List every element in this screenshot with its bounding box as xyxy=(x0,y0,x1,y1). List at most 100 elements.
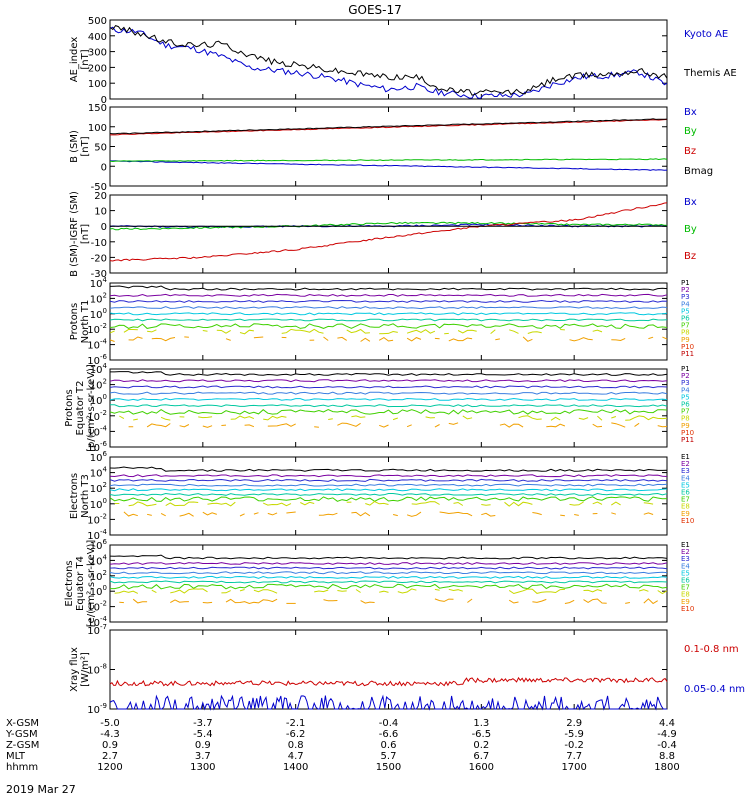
legend-e2: E2 xyxy=(681,460,690,468)
channel-e2 xyxy=(109,474,668,478)
channel-e9 xyxy=(532,598,547,603)
channel-p6 xyxy=(109,318,668,322)
channel-p8 xyxy=(597,415,603,421)
channel-e8 xyxy=(592,501,603,505)
legend-e2: E2 xyxy=(681,548,690,556)
y-tick-label: 104 xyxy=(90,276,108,290)
panel-frame xyxy=(109,19,668,100)
channel-p2 xyxy=(109,379,668,383)
channel-p8 xyxy=(509,329,519,334)
channel-p8 xyxy=(490,329,496,334)
channel-e8 xyxy=(397,588,417,594)
footer-value: 6.7 xyxy=(473,751,489,762)
channel-e9 xyxy=(123,511,138,517)
figure-title: GOES-17 xyxy=(348,3,402,17)
legend-p2: P2 xyxy=(681,372,690,380)
channel-p8 xyxy=(346,328,370,334)
legend-p4: P4 xyxy=(681,300,690,308)
channel-e9 xyxy=(202,601,213,604)
legend-e4: E4 xyxy=(681,562,690,570)
legend-e3: E3 xyxy=(681,467,690,475)
footer-label: Z-GSM xyxy=(6,740,39,751)
legend-e9: E9 xyxy=(681,510,690,518)
footer-value: -5.4 xyxy=(193,729,213,740)
channel-e4 xyxy=(109,483,668,487)
legend-e5: E5 xyxy=(681,481,690,489)
channel-e9 xyxy=(434,598,454,602)
channel-p8 xyxy=(133,418,138,421)
footer-value: -0.2 xyxy=(564,740,584,751)
footer-value: -4.9 xyxy=(657,729,677,740)
channel-e9 xyxy=(560,514,565,517)
y-tick-label: 0 xyxy=(101,222,107,233)
y-tick-label: -50 xyxy=(91,182,107,193)
legend-p7: P7 xyxy=(681,322,690,330)
footer-value: 1400 xyxy=(283,762,308,773)
channel-p9 xyxy=(634,422,640,427)
channel-p9 xyxy=(448,422,459,425)
y-axis-label: ElectronsEquator T4[e/(cm²-s-sr-keV)] xyxy=(64,540,97,628)
channel-e9 xyxy=(564,599,575,604)
channel-e8 xyxy=(128,501,157,507)
legend-p10: P10 xyxy=(681,343,694,351)
legend-bx: Bx xyxy=(684,107,697,118)
y-axis-label: ElectronsNorth T3 xyxy=(69,473,91,519)
channel-e9 xyxy=(392,514,398,517)
legend-xray-0: 0.1-0.8 nm xyxy=(684,644,739,655)
channel-p9 xyxy=(225,338,231,341)
footer-value: -0.4 xyxy=(657,740,677,751)
channel-e6 xyxy=(109,580,668,584)
channel-p9 xyxy=(379,424,389,428)
footer-value: -5.9 xyxy=(564,729,584,740)
y-tick-label: 200 xyxy=(88,63,107,74)
channel-e8 xyxy=(365,500,389,506)
channel-p9 xyxy=(406,424,412,428)
y-tick-label: 10-9 xyxy=(87,702,107,716)
channel-e9 xyxy=(225,598,278,605)
panel-b_igrf: -30 -20 -10 0 10 20B (SM)-IGRF (SM)[nT] Bx By Bz xyxy=(69,191,697,280)
channel-p9 xyxy=(434,424,440,428)
channel-p9 xyxy=(179,424,190,428)
footer-value: -6.2 xyxy=(286,729,306,740)
channel-e9 xyxy=(202,511,217,516)
channel-e8 xyxy=(508,588,565,595)
footer-value: 0.8 xyxy=(288,740,304,751)
legend-themis-ae: Themis AE xyxy=(683,68,737,79)
y-axis-label: Xray flux[W/m²] xyxy=(69,647,91,692)
y-tick-label: 500 xyxy=(88,16,107,27)
footer-value: 3.7 xyxy=(195,751,211,762)
footer-label: X-GSM xyxy=(6,718,39,729)
channel-e9 xyxy=(467,598,473,603)
channel-p9 xyxy=(146,423,171,428)
channel-e8 xyxy=(314,589,329,593)
legend-p10: P10 xyxy=(681,429,694,437)
channel-e8 xyxy=(481,504,491,506)
channel-p9 xyxy=(546,423,566,428)
y-tick-label: 100 xyxy=(88,123,107,134)
channel-p9 xyxy=(657,425,668,428)
channel-e8 xyxy=(434,588,440,591)
channel-p6 xyxy=(109,404,668,408)
channel-e9 xyxy=(583,598,607,604)
y-tick-label: -30 xyxy=(91,269,107,280)
footer-value: 7.7 xyxy=(566,751,582,762)
legend-p9: P9 xyxy=(681,422,690,430)
channel-p8 xyxy=(263,415,287,421)
channel-p8 xyxy=(328,418,333,420)
footer-value: 0.2 xyxy=(473,740,489,751)
channel-e7 xyxy=(110,583,668,590)
series-by xyxy=(109,221,668,231)
channel-p8 xyxy=(550,416,561,421)
channel-e8 xyxy=(221,590,231,594)
legend-p3: P3 xyxy=(681,293,690,301)
channel-p9 xyxy=(244,424,255,428)
channel-e9 xyxy=(267,512,278,516)
channel-p8 xyxy=(147,329,157,333)
channel-p7 xyxy=(109,323,668,329)
legend-bx: Bx xyxy=(684,197,697,208)
channel-e9 xyxy=(351,511,371,517)
channel-p3 xyxy=(109,299,668,303)
legend-e4: E4 xyxy=(681,474,690,482)
